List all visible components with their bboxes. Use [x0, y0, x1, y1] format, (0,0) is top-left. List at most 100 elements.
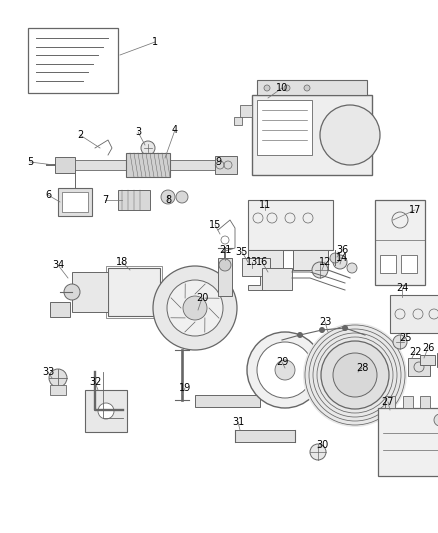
Text: 25: 25 — [399, 333, 411, 343]
Text: 31: 31 — [232, 417, 244, 427]
Circle shape — [153, 266, 237, 350]
FancyBboxPatch shape — [126, 153, 170, 177]
Circle shape — [219, 259, 231, 271]
Text: 33: 33 — [42, 367, 54, 377]
Circle shape — [275, 360, 295, 380]
Text: 19: 19 — [179, 383, 191, 393]
FancyBboxPatch shape — [62, 192, 88, 212]
FancyBboxPatch shape — [235, 430, 295, 442]
Circle shape — [342, 325, 348, 331]
FancyBboxPatch shape — [234, 117, 242, 125]
FancyBboxPatch shape — [50, 385, 66, 395]
FancyBboxPatch shape — [262, 268, 292, 290]
Text: 15: 15 — [209, 220, 221, 230]
FancyBboxPatch shape — [375, 200, 425, 285]
Text: 30: 30 — [316, 440, 328, 450]
Text: 24: 24 — [396, 283, 408, 293]
Circle shape — [303, 323, 407, 427]
FancyBboxPatch shape — [257, 80, 367, 95]
FancyBboxPatch shape — [390, 295, 438, 333]
Circle shape — [49, 369, 67, 387]
Text: 7: 7 — [102, 195, 108, 205]
Text: 8: 8 — [165, 195, 171, 205]
Circle shape — [310, 444, 326, 460]
FancyBboxPatch shape — [242, 258, 270, 276]
FancyBboxPatch shape — [257, 100, 312, 155]
FancyBboxPatch shape — [75, 160, 215, 170]
Text: 18: 18 — [116, 257, 128, 267]
Text: 17: 17 — [409, 205, 421, 215]
FancyBboxPatch shape — [55, 157, 75, 173]
FancyBboxPatch shape — [293, 250, 328, 270]
FancyBboxPatch shape — [85, 390, 127, 432]
Circle shape — [312, 262, 328, 278]
Text: 16: 16 — [256, 257, 268, 267]
FancyBboxPatch shape — [72, 272, 108, 312]
FancyBboxPatch shape — [218, 258, 232, 296]
Text: 1: 1 — [152, 37, 158, 47]
Text: 4: 4 — [172, 125, 178, 135]
Circle shape — [330, 253, 340, 263]
Text: 5: 5 — [27, 157, 33, 167]
Circle shape — [347, 263, 357, 273]
Text: 12: 12 — [319, 257, 331, 267]
FancyBboxPatch shape — [118, 190, 150, 210]
Circle shape — [333, 353, 377, 397]
FancyBboxPatch shape — [108, 268, 160, 316]
Text: 32: 32 — [89, 377, 101, 387]
FancyBboxPatch shape — [28, 28, 118, 93]
FancyBboxPatch shape — [195, 395, 260, 407]
Text: 2: 2 — [77, 130, 83, 140]
Circle shape — [167, 280, 223, 336]
FancyBboxPatch shape — [240, 105, 252, 117]
Text: 27: 27 — [382, 397, 394, 407]
Circle shape — [264, 85, 270, 91]
Text: 22: 22 — [409, 347, 421, 357]
FancyBboxPatch shape — [378, 408, 438, 476]
Circle shape — [434, 414, 438, 426]
FancyBboxPatch shape — [408, 358, 430, 376]
Text: 36: 36 — [336, 245, 348, 255]
Text: 10: 10 — [276, 83, 288, 93]
Circle shape — [247, 332, 323, 408]
Text: 11: 11 — [259, 200, 271, 210]
FancyBboxPatch shape — [420, 355, 435, 365]
Circle shape — [321, 341, 389, 409]
Text: 28: 28 — [356, 363, 368, 373]
Circle shape — [183, 296, 207, 320]
Text: 23: 23 — [319, 317, 331, 327]
Circle shape — [304, 85, 310, 91]
Text: 3: 3 — [135, 127, 141, 137]
FancyBboxPatch shape — [420, 396, 430, 408]
Text: 26: 26 — [422, 343, 434, 353]
Circle shape — [141, 141, 155, 155]
Text: 29: 29 — [276, 357, 288, 367]
Circle shape — [257, 342, 313, 398]
FancyBboxPatch shape — [248, 250, 283, 270]
Text: 13: 13 — [246, 257, 258, 267]
Circle shape — [284, 85, 290, 91]
FancyBboxPatch shape — [403, 396, 413, 408]
FancyBboxPatch shape — [437, 353, 438, 367]
Circle shape — [319, 327, 325, 333]
Circle shape — [176, 191, 188, 203]
FancyBboxPatch shape — [385, 396, 395, 408]
FancyBboxPatch shape — [50, 302, 70, 317]
Text: 9: 9 — [215, 157, 221, 167]
Circle shape — [333, 255, 347, 269]
Text: 21: 21 — [219, 245, 231, 255]
Circle shape — [161, 190, 175, 204]
FancyBboxPatch shape — [380, 255, 396, 273]
Text: 14: 14 — [336, 253, 348, 263]
Text: 20: 20 — [196, 293, 208, 303]
FancyBboxPatch shape — [401, 255, 417, 273]
Text: 6: 6 — [45, 190, 51, 200]
Text: 35: 35 — [236, 247, 248, 257]
Circle shape — [320, 105, 380, 165]
FancyBboxPatch shape — [215, 156, 237, 174]
FancyBboxPatch shape — [58, 188, 92, 216]
Circle shape — [393, 335, 407, 349]
Text: 34: 34 — [52, 260, 64, 270]
Circle shape — [297, 332, 303, 338]
FancyBboxPatch shape — [248, 200, 333, 250]
